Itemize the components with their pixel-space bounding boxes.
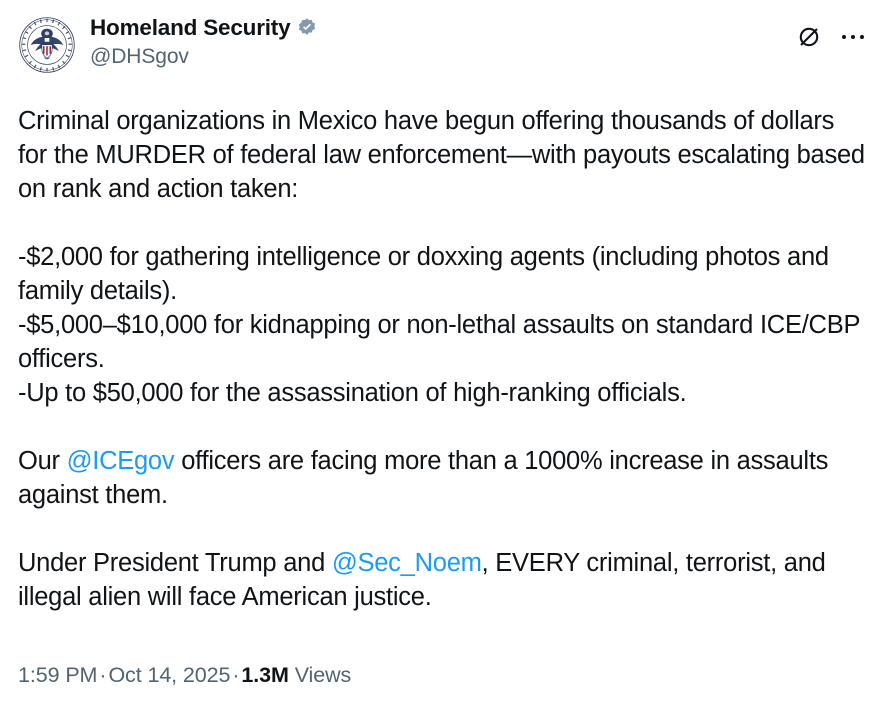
more-options-icon[interactable] xyxy=(840,24,866,50)
tweet-metadata: 1:59 PM · Oct 14, 2025 · 1.3M Views xyxy=(18,663,351,688)
mention-link[interactable]: @Sec_Noem xyxy=(331,549,482,577)
paragraph-gap xyxy=(18,512,870,546)
author-identity: Homeland Security @DHSgov xyxy=(90,14,796,69)
paragraph-gap xyxy=(18,410,870,444)
tweet-paragraph: -$2,000 for gathering intelligence or do… xyxy=(18,243,860,407)
views-label[interactable]: Views xyxy=(294,663,352,687)
ellipsis-dots xyxy=(841,34,865,40)
tweet-text: Criminal organizations in Mexico have be… xyxy=(18,104,870,614)
post-date: Oct 14, 2025 xyxy=(108,663,231,687)
paragraph-gap xyxy=(18,206,870,240)
dhs-seal-avatar xyxy=(18,16,76,74)
display-name: Homeland Security xyxy=(90,15,291,40)
header-actions xyxy=(796,24,866,50)
tweet-paragraph: Criminal organizations in Mexico have be… xyxy=(18,107,872,203)
author-name-row[interactable]: Homeland Security xyxy=(90,15,796,41)
avatar[interactable] xyxy=(18,16,76,74)
tweet-header: Homeland Security @DHSgov xyxy=(18,14,870,90)
verified-badge-icon xyxy=(296,17,318,39)
tweet-paragraph: Under President Trump and @Sec_Noem, EVE… xyxy=(18,549,833,611)
tweet-paragraph: Our @ICEgov officers are facing more tha… xyxy=(18,447,836,509)
metadata-separator-1: · xyxy=(99,663,107,687)
mention-link[interactable]: @ICEgov xyxy=(66,447,175,475)
post-time: 1:59 PM xyxy=(18,663,98,687)
grok-icon[interactable] xyxy=(796,24,822,50)
metadata-separator-2: · xyxy=(232,663,240,687)
author-handle[interactable]: @DHSgov xyxy=(90,44,189,68)
views-count[interactable]: 1.3M xyxy=(241,663,289,687)
